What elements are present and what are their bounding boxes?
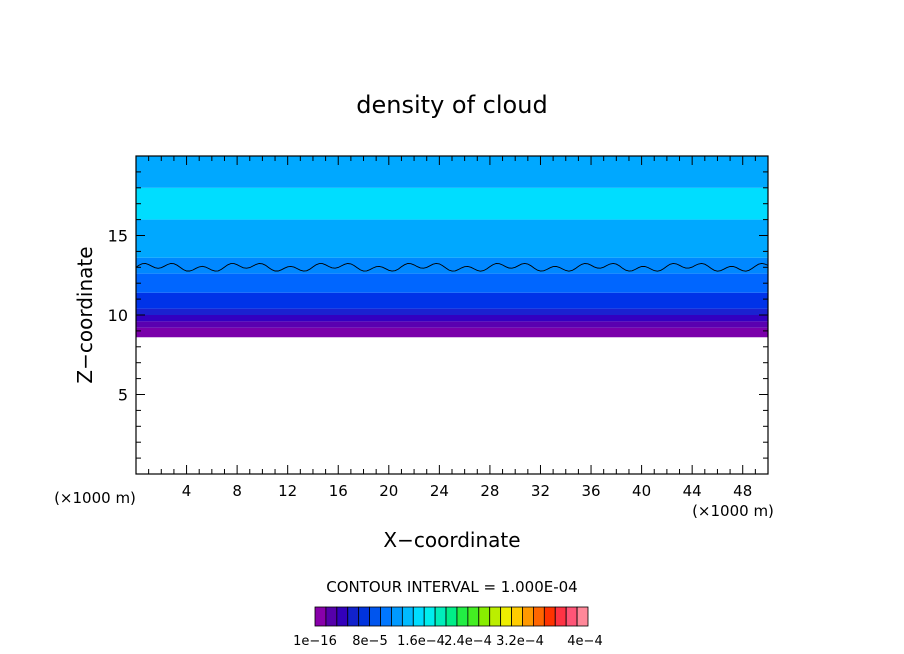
colorbar-swatch bbox=[543, 606, 556, 627]
colorbar-swatch bbox=[576, 606, 589, 627]
colorbar-label: 3.2e−4 bbox=[496, 634, 544, 649]
x-tick-label: 8 bbox=[232, 482, 242, 500]
colorbar-labels: 1e−16 8e−5 1.6e−4 2.4e−4 3.2e−4 4e−4 bbox=[293, 634, 603, 649]
x-tick-label: 16 bbox=[329, 482, 348, 500]
band-9 bbox=[136, 156, 768, 188]
contour-lines bbox=[135, 262, 769, 272]
x-tick-label: 44 bbox=[683, 482, 702, 500]
colorbar-label: 1.6e−4 bbox=[397, 634, 445, 649]
colorbar-swatch bbox=[467, 606, 480, 627]
colorbar-swatch bbox=[391, 606, 403, 627]
x-unit-left: (×1000 m) bbox=[54, 489, 136, 507]
colorbar-swatch bbox=[500, 606, 512, 627]
x-tick-label: 36 bbox=[581, 482, 600, 500]
band-4 bbox=[136, 292, 768, 309]
chart-title: density of cloud bbox=[356, 91, 547, 119]
band-3 bbox=[136, 308, 768, 315]
x-unit-right: (×1000 m) bbox=[692, 502, 774, 520]
colorbar-swatch bbox=[347, 606, 360, 627]
colorbar-swatch bbox=[434, 606, 447, 627]
colorbar-swatch bbox=[380, 606, 392, 627]
colorbar-swatch bbox=[478, 606, 491, 627]
x-tick-label: 20 bbox=[379, 482, 398, 500]
colorbar-label: 1e−16 bbox=[293, 634, 337, 649]
y-tick-label: 15 bbox=[108, 227, 128, 246]
x-tick-label: 40 bbox=[632, 482, 651, 500]
colorbar-swatch bbox=[511, 606, 523, 627]
plot-area bbox=[136, 156, 768, 338]
x-axis-label: X−coordinate bbox=[383, 528, 520, 552]
colorbar-swatch bbox=[325, 606, 338, 627]
colorbar-swatch bbox=[456, 606, 469, 627]
x-tick-label: 32 bbox=[531, 482, 550, 500]
colorbar-label: 2.4e−4 bbox=[444, 634, 492, 649]
x-axis: 4 8 12 16 20 24 28 32 36 40 44 48 bbox=[148, 156, 756, 500]
x-tick-label: 4 bbox=[182, 482, 192, 500]
band-1 bbox=[136, 321, 768, 328]
colorbar-swatch bbox=[489, 606, 502, 627]
x-tick-label: 28 bbox=[480, 482, 499, 500]
colorbar-swatch bbox=[533, 606, 545, 627]
colorbar-swatch bbox=[522, 606, 534, 627]
contour-line bbox=[135, 262, 769, 272]
colorbar-label: 4e−4 bbox=[567, 634, 602, 649]
band-0 bbox=[136, 327, 768, 338]
band-8 bbox=[136, 187, 768, 220]
x-tick-label: 12 bbox=[278, 482, 297, 500]
band-2 bbox=[136, 315, 768, 322]
band-6 bbox=[136, 257, 768, 274]
colorbar bbox=[314, 606, 589, 627]
y-axis-label: Z−coordinate bbox=[73, 246, 97, 383]
colorbar-swatch bbox=[554, 606, 567, 627]
y-tick-label: 10 bbox=[108, 306, 128, 325]
band-5 bbox=[136, 273, 768, 293]
band-7 bbox=[136, 219, 768, 258]
y-axis: 5 10 15 bbox=[108, 171, 768, 459]
y-tick-label: 5 bbox=[118, 386, 128, 405]
colorbar-swatch bbox=[358, 606, 370, 627]
colorbar-swatch bbox=[314, 606, 327, 627]
colorbar-label: 8e−5 bbox=[352, 634, 387, 649]
contour-interval-text: CONTOUR INTERVAL = 1.000E-04 bbox=[326, 578, 577, 596]
colorbar-swatch bbox=[445, 606, 458, 627]
x-tick-label: 24 bbox=[430, 482, 449, 500]
colorbar-swatch bbox=[423, 606, 436, 627]
x-tick-label: 48 bbox=[733, 482, 752, 500]
colorbar-swatch bbox=[369, 606, 381, 627]
colorbar-swatch bbox=[401, 606, 414, 627]
colorbar-swatch bbox=[412, 606, 425, 627]
colorbar-swatch bbox=[336, 606, 349, 627]
colorbar-swatch bbox=[565, 606, 578, 627]
